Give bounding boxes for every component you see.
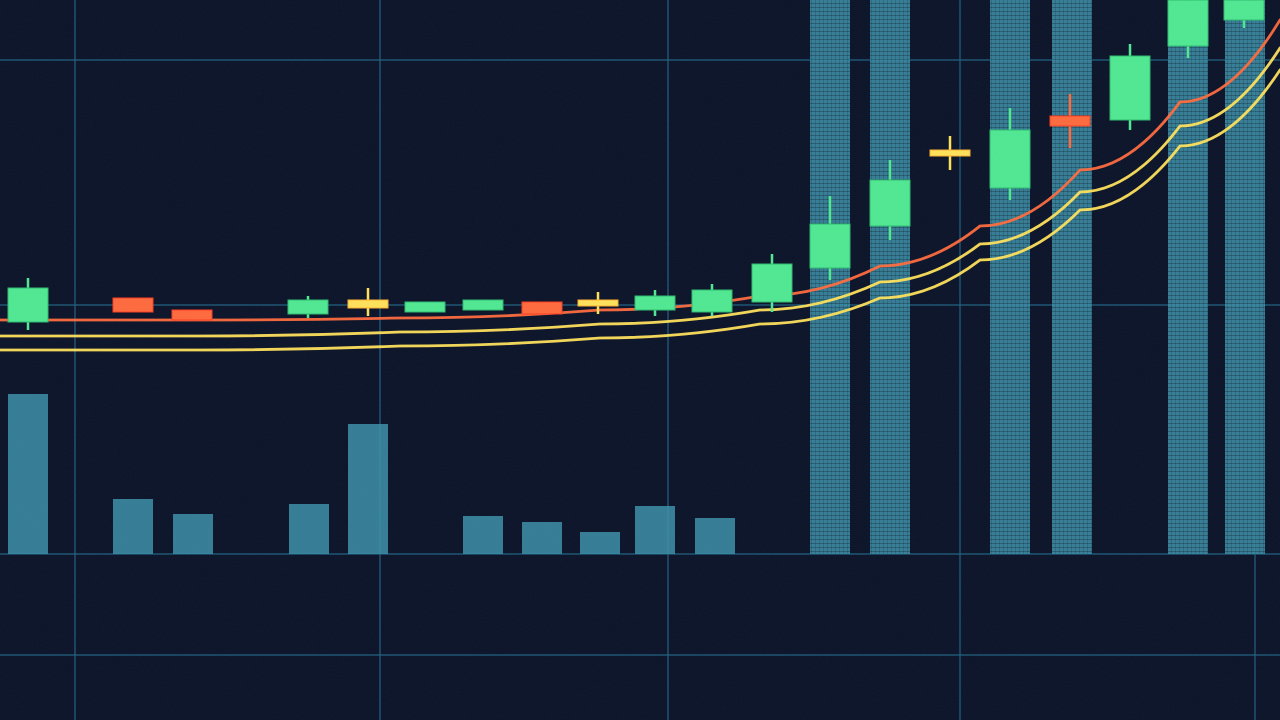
volume-bar: [463, 516, 503, 554]
volume-bar: [990, 0, 1030, 554]
candle-body: [1168, 0, 1208, 46]
candle-body: [810, 224, 850, 268]
candle-body: [752, 264, 792, 302]
candle-body: [8, 288, 48, 322]
candle-body: [990, 130, 1030, 188]
candle-body: [348, 300, 388, 308]
volume-bar: [113, 499, 153, 554]
volume-bar: [1168, 0, 1208, 554]
volume-bar: [348, 424, 388, 554]
candle-body: [172, 310, 212, 320]
volume-bar: [695, 518, 735, 554]
volume-bar: [635, 506, 675, 554]
candle-body: [1050, 116, 1090, 126]
candle-body: [930, 150, 970, 156]
candle-body: [870, 180, 910, 226]
candle-body: [463, 300, 503, 310]
volume-bar: [870, 0, 910, 554]
candlestick-chart: [0, 0, 1280, 720]
candle-body: [288, 300, 328, 314]
candle-body: [578, 300, 618, 306]
volume-bar: [522, 522, 562, 554]
chart-canvas: [0, 0, 1280, 720]
volume-bar: [289, 504, 329, 554]
candle-body: [405, 302, 445, 312]
volume-bar: [173, 514, 213, 554]
candle-body: [522, 302, 562, 314]
volume-bar: [580, 532, 620, 554]
candle-body: [692, 290, 732, 312]
volume-bar: [1052, 0, 1092, 554]
candle-body: [113, 298, 153, 312]
volume-bar: [1225, 0, 1265, 554]
candle-body: [635, 296, 675, 310]
candle-body: [1110, 56, 1150, 120]
volume-bar: [8, 394, 48, 554]
candle-body: [1224, 0, 1264, 20]
